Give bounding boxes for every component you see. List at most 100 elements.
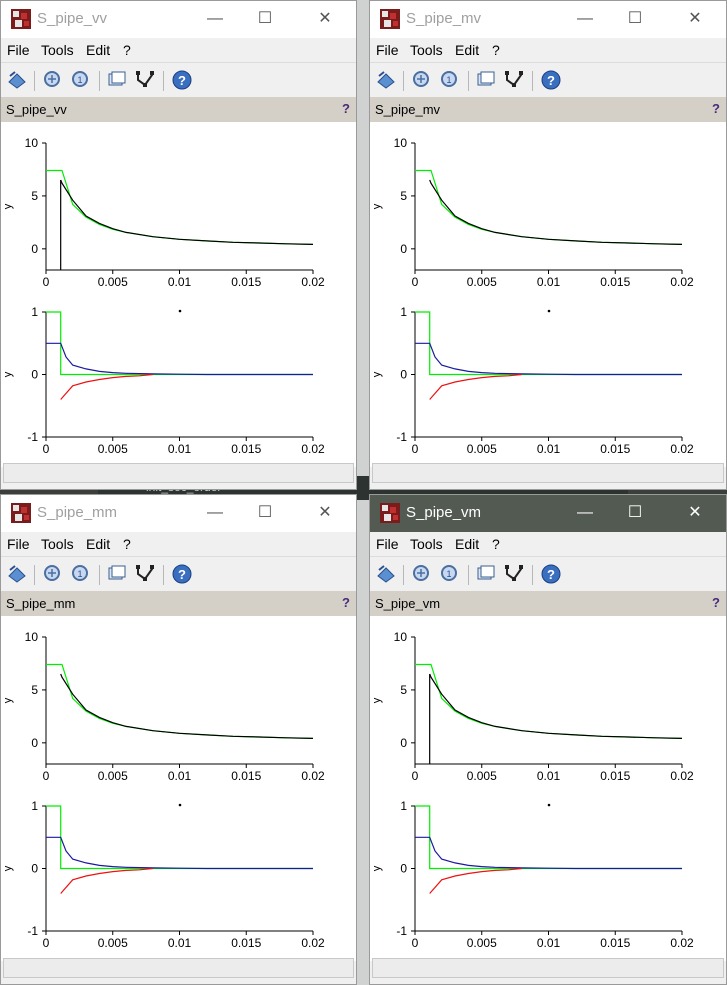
minimize-button[interactable]: — bbox=[207, 504, 223, 521]
figure-name: S_pipe_mm bbox=[6, 596, 76, 611]
series-line-2 bbox=[60, 373, 153, 400]
plot-area[interactable]: 0 0.005 0.01 0.015 0.02 10 5 0 y 0 0.005 0.01 0.015 0… bbox=[1, 616, 356, 961]
series-line-1 bbox=[415, 836, 682, 870]
menu-file[interactable]: File bbox=[376, 536, 399, 552]
menu-bar: File Tools Edit ? bbox=[1, 532, 356, 556]
close-button[interactable]: ✕ bbox=[688, 504, 702, 521]
menu-tools[interactable]: Tools bbox=[41, 42, 74, 58]
menu-edit[interactable]: Edit bbox=[455, 536, 480, 552]
close-button[interactable]: ✕ bbox=[318, 504, 332, 521]
menu-help[interactable]: ? bbox=[492, 42, 500, 58]
edit-curve-icon[interactable] bbox=[135, 70, 155, 90]
menu-edit[interactable]: Edit bbox=[455, 42, 480, 58]
x-tick-label: 0.02 bbox=[301, 769, 325, 783]
close-button[interactable]: ✕ bbox=[318, 10, 332, 27]
zoom-in-icon[interactable] bbox=[43, 564, 63, 584]
help-icon[interactable]: ? bbox=[172, 564, 192, 584]
maximize-button[interactable]: ☐ bbox=[627, 10, 643, 27]
minimize-button[interactable]: — bbox=[207, 10, 223, 27]
title-bar[interactable]: S_pipe_vv — ☐ ✕ bbox=[1, 1, 356, 38]
help-icon[interactable]: ? bbox=[541, 564, 561, 584]
x-tick-label: 0.005 bbox=[98, 769, 128, 783]
edit-curve-icon[interactable] bbox=[135, 564, 155, 584]
rotate-icon[interactable] bbox=[7, 70, 27, 90]
figure-help-button[interactable]: ? bbox=[342, 101, 350, 116]
zoom-reset-icon[interactable]: 1 bbox=[71, 70, 91, 90]
axes-1[interactable]: 0 0.005 0.01 0.015 0.02 1 0 -1 y bbox=[2, 305, 325, 456]
y-tick-label: 1 bbox=[31, 305, 38, 319]
axes-1[interactable]: 0 0.005 0.01 0.015 0.02 1 0 -1 y bbox=[2, 799, 325, 950]
menu-tools[interactable]: Tools bbox=[410, 536, 443, 552]
x-tick-label: 0 bbox=[43, 936, 50, 950]
rotate-icon[interactable] bbox=[376, 70, 396, 90]
axes-0[interactable]: 0 0.005 0.01 0.015 0.02 10 5 0 y bbox=[2, 136, 325, 289]
maximize-button[interactable]: ☐ bbox=[257, 10, 273, 27]
figure-help-button[interactable]: ? bbox=[342, 595, 350, 610]
zoom-reset-icon[interactable]: 1 bbox=[71, 564, 91, 584]
datatip-icon[interactable] bbox=[107, 70, 127, 90]
svg-text:1: 1 bbox=[447, 75, 452, 85]
edit-curve-icon[interactable] bbox=[504, 564, 524, 584]
menu-help[interactable]: ? bbox=[123, 536, 131, 552]
menu-tools[interactable]: Tools bbox=[41, 536, 74, 552]
datatip-icon[interactable] bbox=[476, 564, 496, 584]
menu-help[interactable]: ? bbox=[492, 536, 500, 552]
figure-help-button[interactable]: ? bbox=[712, 101, 720, 116]
axes-0[interactable]: 0 0.005 0.01 0.015 0.02 10 5 0 y bbox=[2, 630, 325, 783]
series-line-0 bbox=[415, 169, 683, 245]
help-icon[interactable]: ? bbox=[172, 70, 192, 90]
axes-1[interactable]: 0 0.005 0.01 0.015 0.02 1 0 -1 y bbox=[371, 799, 694, 950]
close-button[interactable]: ✕ bbox=[688, 10, 702, 27]
window-title: S_pipe_vv bbox=[37, 10, 108, 27]
menu-file[interactable]: File bbox=[7, 42, 30, 58]
plot-area[interactable]: 0 0.005 0.01 0.015 0.02 10 5 0 y 0 0.005 0.01 0.015 0… bbox=[370, 616, 726, 961]
axes-1[interactable]: 0 0.005 0.01 0.015 0.02 1 0 -1 y bbox=[371, 305, 694, 456]
x-tick-label: 0.02 bbox=[301, 275, 325, 289]
axes-0[interactable]: 0 0.005 0.01 0.015 0.02 10 5 0 y bbox=[371, 630, 694, 783]
maximize-button[interactable]: ☐ bbox=[627, 504, 643, 521]
marker-dot bbox=[178, 803, 182, 807]
rotate-icon[interactable] bbox=[376, 564, 396, 584]
menu-file[interactable]: File bbox=[7, 536, 30, 552]
series-line-1 bbox=[429, 179, 683, 245]
plot-area[interactable]: 0 0.005 0.01 0.015 0.02 10 5 0 y 0 0.005 0.01 0.015 0… bbox=[1, 122, 356, 467]
plot-area[interactable]: 0 0.005 0.01 0.015 0.02 10 5 0 y 0 0.005 0.01 0.015 0… bbox=[370, 122, 726, 467]
zoom-reset-icon[interactable]: 1 bbox=[440, 564, 460, 584]
y-tick-label: 0 bbox=[400, 242, 407, 256]
title-bar[interactable]: S_pipe_vm — ☐ ✕ bbox=[370, 495, 726, 532]
x-tick-label: 0 bbox=[412, 769, 419, 783]
rotate-icon[interactable] bbox=[7, 564, 27, 584]
datatip-icon[interactable] bbox=[107, 564, 127, 584]
minimize-button[interactable]: — bbox=[577, 504, 593, 521]
toolbar-separator bbox=[34, 565, 35, 585]
menu-edit[interactable]: Edit bbox=[86, 42, 111, 58]
figure-name-bar: S_pipe_mm ? bbox=[1, 591, 356, 616]
title-bar[interactable]: S_pipe_mv — ☐ ✕ bbox=[370, 1, 726, 38]
figure-help-button[interactable]: ? bbox=[712, 595, 720, 610]
axes-0[interactable]: 0 0.005 0.01 0.015 0.02 10 5 0 y bbox=[371, 136, 694, 289]
menu-file[interactable]: File bbox=[376, 42, 399, 58]
series-line-0 bbox=[46, 311, 313, 376]
title-bar[interactable]: S_pipe_mm — ☐ ✕ bbox=[1, 495, 356, 532]
zoom-in-icon[interactable] bbox=[43, 70, 63, 90]
menu-help[interactable]: ? bbox=[123, 42, 131, 58]
help-icon[interactable]: ? bbox=[541, 70, 561, 90]
x-tick-label: 0.015 bbox=[231, 936, 261, 950]
menu-edit[interactable]: Edit bbox=[86, 536, 111, 552]
minimize-button[interactable]: — bbox=[577, 10, 593, 27]
zoom-reset-icon[interactable]: 1 bbox=[440, 70, 460, 90]
zoom-in-icon[interactable] bbox=[412, 70, 432, 90]
edit-curve-icon[interactable] bbox=[504, 70, 524, 90]
datatip-icon[interactable] bbox=[476, 70, 496, 90]
zoom-in-icon[interactable] bbox=[412, 564, 432, 584]
x-tick-label: 0.005 bbox=[467, 442, 497, 456]
x-tick-label: 0.01 bbox=[537, 442, 561, 456]
x-tick-label: 0 bbox=[43, 442, 50, 456]
svg-text:1: 1 bbox=[78, 569, 83, 579]
menu-tools[interactable]: Tools bbox=[410, 42, 443, 58]
maximize-button[interactable]: ☐ bbox=[257, 504, 273, 521]
